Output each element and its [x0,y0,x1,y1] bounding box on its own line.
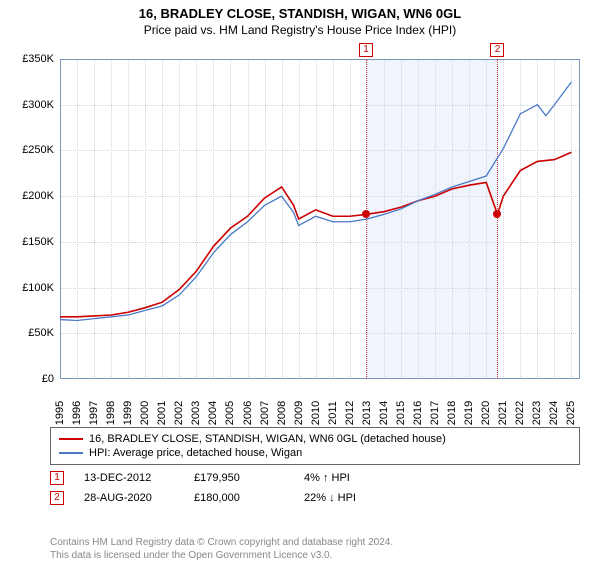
x-axis-label: 2019 [463,401,475,425]
x-axis-label: 2021 [497,401,509,425]
sale-price: £180,000 [194,492,284,504]
sale-delta: 4% ↑ HPI [304,472,394,484]
x-axis-label: 2003 [190,401,202,425]
legend-swatch [59,438,83,440]
x-axis-label: 2007 [259,401,271,425]
sale-row-badge: 2 [50,491,64,505]
x-axis-label: 2010 [310,401,322,425]
x-axis-label: 1996 [71,401,83,425]
x-axis-label: 2015 [395,401,407,425]
legend-item: HPI: Average price, detached house, Wiga… [59,446,571,460]
footer-line2: This data is licensed under the Open Gov… [50,549,580,562]
sale-row-badge: 1 [50,471,64,485]
chart-subtitle: Price paid vs. HM Land Registry's House … [0,23,600,37]
sale-date: 28-AUG-2020 [84,492,174,504]
x-axis-label: 1998 [105,401,117,425]
x-axis-label: 2004 [207,401,219,425]
x-axis-label: 2006 [242,401,254,425]
x-axis-label: 2018 [446,401,458,425]
x-axis-label: 2013 [361,401,373,425]
sale-record-row: 1 13-DEC-2012 £179,950 4% ↑ HPI [50,471,580,485]
x-axis-label: 2024 [548,401,560,425]
chart-title: 16, BRADLEY CLOSE, STANDISH, WIGAN, WN6 … [0,6,600,21]
footer-line1: Contains HM Land Registry data © Crown c… [50,536,580,549]
x-axis-label: 2017 [429,401,441,425]
x-axis-label: 2002 [173,401,185,425]
x-axis-label: 1997 [88,401,100,425]
sale-price: £179,950 [194,472,284,484]
x-axis-label: 2022 [514,401,526,425]
x-axis-label: 2001 [156,401,168,425]
legend: 16, BRADLEY CLOSE, STANDISH, WIGAN, WN6 … [50,427,580,465]
sale-delta: 22% ↓ HPI [304,492,394,504]
x-axis-label: 2009 [293,401,305,425]
legend-item: 16, BRADLEY CLOSE, STANDISH, WIGAN, WN6 … [59,432,571,446]
x-axis-label: 2016 [412,401,424,425]
footer-attribution: Contains HM Land Registry data © Crown c… [50,536,580,562]
x-axis-label: 2012 [344,401,356,425]
sale-marker-dot [362,210,370,218]
x-axis-label: 2005 [224,401,236,425]
legend-label: HPI: Average price, detached house, Wiga… [89,447,302,459]
x-axis-label: 2023 [531,401,543,425]
chart-area: £0£50K£100K£150K£200K£250K£300K£350K1995… [10,41,590,421]
series-line-1 [60,82,571,321]
sale-record-row: 2 28-AUG-2020 £180,000 22% ↓ HPI [50,491,580,505]
x-axis-label: 2025 [565,401,577,425]
legend-label: 16, BRADLEY CLOSE, STANDISH, WIGAN, WN6 … [89,433,446,445]
x-axis-label: 1995 [54,401,66,425]
series-line-0 [60,152,571,317]
sale-date: 13-DEC-2012 [84,472,174,484]
sale-marker-dot [493,210,501,218]
x-axis-label: 2020 [480,401,492,425]
x-axis-label: 2008 [276,401,288,425]
x-axis-label: 2011 [327,401,339,425]
legend-swatch [59,452,83,454]
x-axis-label: 1999 [122,401,134,425]
x-axis-label: 2000 [139,401,151,425]
x-axis-label: 2014 [378,401,390,425]
